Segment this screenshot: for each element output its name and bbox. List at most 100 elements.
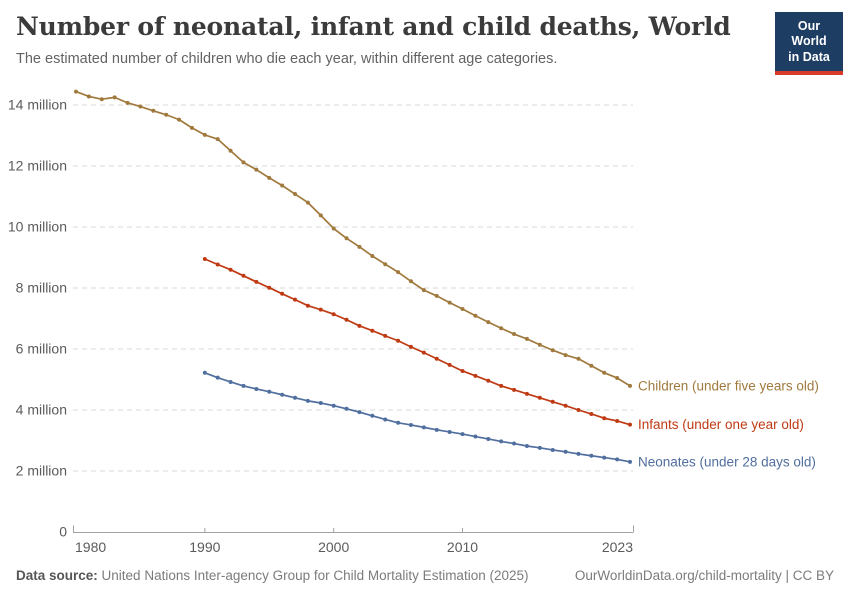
series-point-children[interactable] — [228, 148, 233, 153]
series-point-children[interactable] — [344, 236, 349, 241]
series-point-neonates[interactable] — [396, 420, 401, 425]
series-point-children[interactable] — [125, 100, 130, 105]
series-point-neonates[interactable] — [228, 379, 233, 384]
series-point-neonates[interactable] — [473, 434, 478, 439]
series-point-neonates[interactable] — [241, 383, 246, 388]
series-point-infants[interactable] — [563, 403, 568, 408]
series-point-infants[interactable] — [318, 307, 323, 312]
series-point-infants[interactable] — [396, 338, 401, 343]
series-point-children[interactable] — [563, 353, 568, 358]
series-point-neonates[interactable] — [421, 425, 426, 430]
series-point-neonates[interactable] — [344, 406, 349, 411]
series-point-neonates[interactable] — [602, 455, 607, 460]
series-point-infants[interactable] — [383, 333, 388, 338]
series-line-children[interactable] — [75, 90, 631, 387]
series-point-infants[interactable] — [486, 378, 491, 383]
series-point-infants[interactable] — [434, 356, 439, 361]
series-point-infants[interactable] — [589, 411, 594, 416]
series-point-infants[interactable] — [602, 416, 607, 421]
series-point-neonates[interactable] — [550, 447, 555, 452]
series-point-children[interactable] — [383, 262, 388, 267]
series-point-neonates[interactable] — [460, 432, 465, 437]
series-point-neonates[interactable] — [370, 413, 375, 418]
series-point-children[interactable] — [99, 97, 104, 102]
series-point-infants[interactable] — [202, 257, 207, 262]
series-point-children[interactable] — [112, 95, 117, 100]
series-point-neonates[interactable] — [293, 395, 298, 400]
series-point-children[interactable] — [189, 125, 194, 130]
series-point-children[interactable] — [86, 94, 91, 99]
series-point-children[interactable] — [331, 226, 336, 231]
series-point-children[interactable] — [589, 363, 594, 368]
series-point-neonates[interactable] — [576, 451, 581, 456]
series-point-children[interactable] — [473, 313, 478, 318]
series-point-neonates[interactable] — [628, 459, 632, 464]
series-point-children[interactable] — [628, 383, 632, 388]
series-point-neonates[interactable] — [305, 398, 310, 403]
series-point-neonates[interactable] — [447, 429, 452, 434]
series-point-infants[interactable] — [331, 312, 336, 317]
series-point-infants[interactable] — [293, 297, 298, 302]
series-point-infants[interactable] — [499, 383, 504, 388]
series-point-children[interactable] — [524, 336, 529, 341]
series-point-infants[interactable] — [615, 418, 620, 423]
series-point-children[interactable] — [254, 167, 259, 172]
series-point-neonates[interactable] — [512, 441, 517, 446]
series-point-neonates[interactable] — [499, 439, 504, 444]
series-point-infants[interactable] — [228, 267, 233, 272]
series-point-neonates[interactable] — [383, 417, 388, 422]
series-point-neonates[interactable] — [215, 375, 220, 380]
series-point-children[interactable] — [370, 253, 375, 258]
series-label-neonates[interactable]: Neonates (under 28 days old) — [638, 454, 816, 469]
series-point-infants[interactable] — [576, 408, 581, 412]
series-point-infants[interactable] — [421, 350, 426, 355]
series-point-children[interactable] — [280, 183, 285, 188]
series-point-neonates[interactable] — [537, 445, 542, 450]
series-point-children[interactable] — [305, 200, 310, 205]
series-point-children[interactable] — [267, 175, 272, 180]
series-point-infants[interactable] — [524, 391, 529, 396]
series-point-neonates[interactable] — [357, 410, 362, 415]
series-point-children[interactable] — [138, 104, 143, 109]
series-point-children[interactable] — [215, 137, 220, 142]
series-point-children[interactable] — [434, 293, 439, 298]
series-point-children[interactable] — [576, 356, 581, 361]
series-point-neonates[interactable] — [589, 453, 594, 458]
series-point-neonates[interactable] — [524, 443, 529, 448]
series-point-neonates[interactable] — [434, 427, 439, 432]
series-point-neonates[interactable] — [267, 389, 272, 394]
series-point-infants[interactable] — [473, 373, 478, 378]
series-point-infants[interactable] — [408, 344, 413, 349]
series-line-infants[interactable] — [204, 258, 631, 426]
series-point-children[interactable] — [293, 192, 298, 197]
series-point-neonates[interactable] — [254, 386, 259, 391]
series-point-neonates[interactable] — [615, 457, 620, 462]
series-point-infants[interactable] — [305, 303, 310, 308]
series-point-infants[interactable] — [537, 395, 542, 400]
series-point-infants[interactable] — [267, 285, 272, 290]
series-point-infants[interactable] — [280, 291, 285, 296]
series-point-children[interactable] — [241, 160, 246, 165]
series-line-neonates[interactable] — [204, 371, 631, 463]
series-point-neonates[interactable] — [331, 403, 336, 408]
series-point-children[interactable] — [615, 375, 620, 380]
series-point-infants[interactable] — [370, 328, 375, 333]
series-point-neonates[interactable] — [318, 400, 323, 405]
series-point-children[interactable] — [537, 342, 542, 347]
series-label-children[interactable]: Children (under five years old) — [638, 378, 819, 393]
series-point-children[interactable] — [602, 370, 607, 375]
series-point-children[interactable] — [151, 108, 156, 113]
series-point-neonates[interactable] — [563, 449, 568, 454]
series-point-infants[interactable] — [447, 362, 452, 367]
series-point-children[interactable] — [447, 300, 452, 305]
series-point-children[interactable] — [421, 288, 426, 293]
series-point-children[interactable] — [318, 213, 323, 218]
series-point-infants[interactable] — [550, 399, 555, 404]
series-point-neonates[interactable] — [280, 392, 285, 397]
owid-logo[interactable]: Our World in Data — [775, 12, 843, 75]
series-point-children[interactable] — [357, 244, 362, 249]
series-point-neonates[interactable] — [486, 436, 491, 441]
series-point-children[interactable] — [486, 320, 491, 325]
series-point-children[interactable] — [396, 270, 401, 275]
series-point-children[interactable] — [408, 279, 413, 284]
